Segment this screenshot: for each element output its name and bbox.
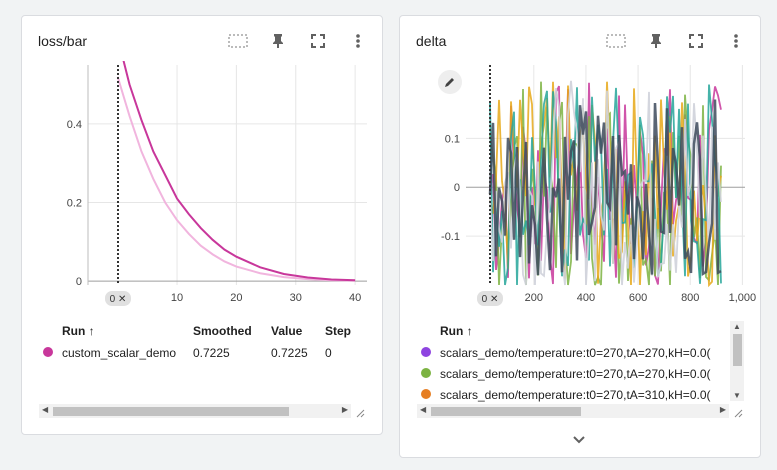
fit-domain-icon[interactable]: [605, 30, 627, 52]
scroll-left-icon[interactable]: ◀: [42, 405, 49, 414]
x-tick-label: 800: [681, 292, 699, 304]
chevron-down-icon[interactable]: [572, 432, 586, 450]
scrollbar-thumb[interactable]: [431, 407, 581, 416]
step-marker-chip: [477, 291, 503, 306]
card-delta: delta 200 400 600 800 1,000 0.1 0 -0.1 0 ✕ Run ↑…: [399, 15, 761, 458]
delta-chart[interactable]: 200 400 600 800 1,000 0.1 0 -0.1 0 ✕: [400, 61, 761, 311]
y-tick-label: 0.2: [67, 198, 82, 210]
run-name: scalars_demo/temperature:t0=270,tA=270,k…: [440, 346, 711, 360]
pin-icon[interactable]: [267, 30, 289, 52]
fullscreen-icon[interactable]: [307, 30, 329, 52]
resize-handle-icon[interactable]: [733, 408, 743, 418]
horizontal-scrollbar[interactable]: ◀ ▶: [417, 404, 729, 418]
run-smoothed: 0.7225: [193, 346, 230, 360]
run-step: 0: [325, 346, 332, 360]
more-vert-icon[interactable]: [725, 30, 747, 52]
scroll-up-icon[interactable]: ▲: [733, 322, 741, 331]
col-header-value[interactable]: Value: [271, 324, 303, 338]
scrollbar-thumb[interactable]: [733, 334, 742, 366]
scroll-right-icon[interactable]: ▶: [719, 405, 726, 414]
run-color-dot: [43, 347, 53, 357]
series-line: [488, 99, 722, 277]
vertical-scrollbar[interactable]: ▲ ▼: [730, 321, 744, 401]
card-loss-bar: loss/bar 10 20 30 40 0 0.2 0.4 0 ✕ Run ↑ Smooth…: [21, 15, 383, 435]
run-color-dot: [421, 368, 431, 378]
y-tick-label: 0.4: [67, 119, 82, 131]
x-tick-label: 1,000: [729, 292, 757, 304]
y-tick-label: 0: [76, 276, 82, 288]
run-name: custom_scalar_demo: [62, 346, 177, 360]
scroll-down-icon[interactable]: ▼: [733, 391, 741, 400]
x-tick-label: 400: [577, 292, 595, 304]
x-tick-label: 10: [171, 292, 183, 304]
scrollbar-thumb[interactable]: [53, 407, 289, 416]
run-value: 0.7225: [271, 346, 308, 360]
card-title: delta: [416, 33, 447, 49]
y-tick-label: -0.1: [441, 231, 460, 243]
step-marker-chip: [105, 291, 131, 306]
horizontal-scrollbar[interactable]: ◀ ▶: [39, 404, 351, 418]
col-header-run[interactable]: Run ↑: [62, 324, 95, 338]
fit-domain-icon[interactable]: [227, 30, 249, 52]
scroll-left-icon[interactable]: ◀: [420, 405, 427, 414]
edit-icon[interactable]: [438, 70, 462, 94]
scroll-right-icon[interactable]: ▶: [341, 405, 348, 414]
card-title: loss/bar: [38, 33, 88, 49]
step-marker-label: 0 ✕: [482, 294, 499, 305]
x-tick-label: 20: [230, 292, 242, 304]
more-vert-icon[interactable]: [347, 30, 369, 52]
run-color-dot: [421, 389, 431, 399]
x-tick-label: 40: [349, 292, 361, 304]
x-tick-label: 30: [290, 292, 302, 304]
col-header-step[interactable]: Step: [325, 324, 352, 338]
loss-bar-chart[interactable]: 10 20 30 40 0 0.2 0.4 0 ✕: [22, 61, 383, 311]
col-header-smoothed[interactable]: Smoothed: [193, 324, 252, 338]
step-marker-label: 0 ✕: [110, 294, 127, 305]
fullscreen-icon[interactable]: [685, 30, 707, 52]
run-name: scalars_demo/temperature:t0=270,tA=270,k…: [440, 367, 711, 381]
y-tick-label: 0: [454, 182, 460, 194]
series-line: [122, 61, 356, 282]
x-tick-label: 600: [629, 292, 647, 304]
x-tick-label: 200: [525, 292, 543, 304]
run-color-dot: [421, 347, 431, 357]
y-tick-label: 0.1: [445, 133, 460, 145]
pin-icon[interactable]: [645, 30, 667, 52]
resize-handle-icon[interactable]: [355, 408, 365, 418]
series-line: [116, 76, 356, 282]
run-name: scalars_demo/temperature:t0=270,tA=310,k…: [440, 388, 711, 402]
col-header-run[interactable]: Run ↑: [440, 324, 473, 338]
